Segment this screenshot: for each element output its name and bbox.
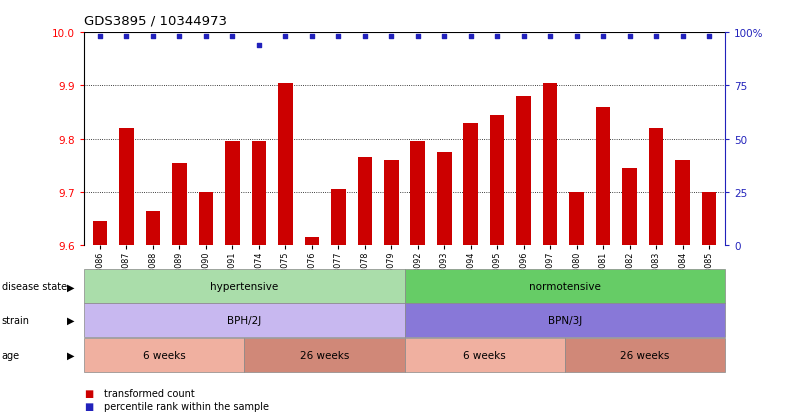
Point <box>465 34 477 40</box>
Point <box>120 34 133 40</box>
Bar <box>464 123 478 246</box>
Text: strain: strain <box>2 316 30 325</box>
Bar <box>384 161 399 246</box>
Text: 6 weeks: 6 weeks <box>143 350 186 360</box>
Bar <box>702 192 716 246</box>
Text: disease state: disease state <box>2 282 66 292</box>
Text: age: age <box>2 350 20 360</box>
Bar <box>146 211 160 246</box>
Point <box>173 34 186 40</box>
Point <box>570 34 583 40</box>
Point <box>597 34 610 40</box>
Text: ▶: ▶ <box>67 316 74 325</box>
Point <box>438 34 451 40</box>
Bar <box>172 163 187 246</box>
Point <box>650 34 662 40</box>
Text: transformed count: transformed count <box>104 388 195 398</box>
Text: 6 weeks: 6 weeks <box>463 350 506 360</box>
Point <box>623 34 636 40</box>
Bar <box>622 169 637 246</box>
Point <box>544 34 557 40</box>
Bar <box>517 97 531 246</box>
Bar <box>649 129 663 246</box>
Bar <box>490 116 505 246</box>
Bar <box>596 107 610 246</box>
Point <box>491 34 504 40</box>
Text: GDS3895 / 10344973: GDS3895 / 10344973 <box>84 14 227 27</box>
Point <box>252 43 265 49</box>
Point <box>199 34 212 40</box>
Point <box>358 34 371 40</box>
Bar <box>119 129 134 246</box>
Text: hypertensive: hypertensive <box>210 282 279 292</box>
Point <box>332 34 344 40</box>
Text: normotensive: normotensive <box>529 282 601 292</box>
Point <box>676 34 689 40</box>
Point <box>279 34 292 40</box>
Point <box>147 34 159 40</box>
Text: ■: ■ <box>84 388 94 398</box>
Text: 26 weeks: 26 weeks <box>300 350 349 360</box>
Bar <box>225 142 239 246</box>
Bar <box>199 192 213 246</box>
Bar <box>437 153 452 246</box>
Point <box>517 34 530 40</box>
Bar <box>252 142 266 246</box>
Bar <box>357 158 372 246</box>
Text: BPN/3J: BPN/3J <box>548 316 582 325</box>
Bar <box>543 83 557 246</box>
Point <box>412 34 425 40</box>
Point <box>226 34 239 40</box>
Bar <box>93 222 107 246</box>
Point <box>384 34 397 40</box>
Bar <box>331 190 345 246</box>
Text: ▶: ▶ <box>67 282 74 292</box>
Bar <box>410 142 425 246</box>
Bar <box>304 238 319 246</box>
Bar <box>278 83 292 246</box>
Point <box>94 34 107 40</box>
Text: BPH/2J: BPH/2J <box>227 316 261 325</box>
Text: percentile rank within the sample: percentile rank within the sample <box>104 401 269 411</box>
Point <box>305 34 318 40</box>
Bar <box>675 161 690 246</box>
Text: ■: ■ <box>84 401 94 411</box>
Bar <box>570 192 584 246</box>
Text: ▶: ▶ <box>67 350 74 360</box>
Point <box>702 34 715 40</box>
Text: 26 weeks: 26 weeks <box>620 350 670 360</box>
